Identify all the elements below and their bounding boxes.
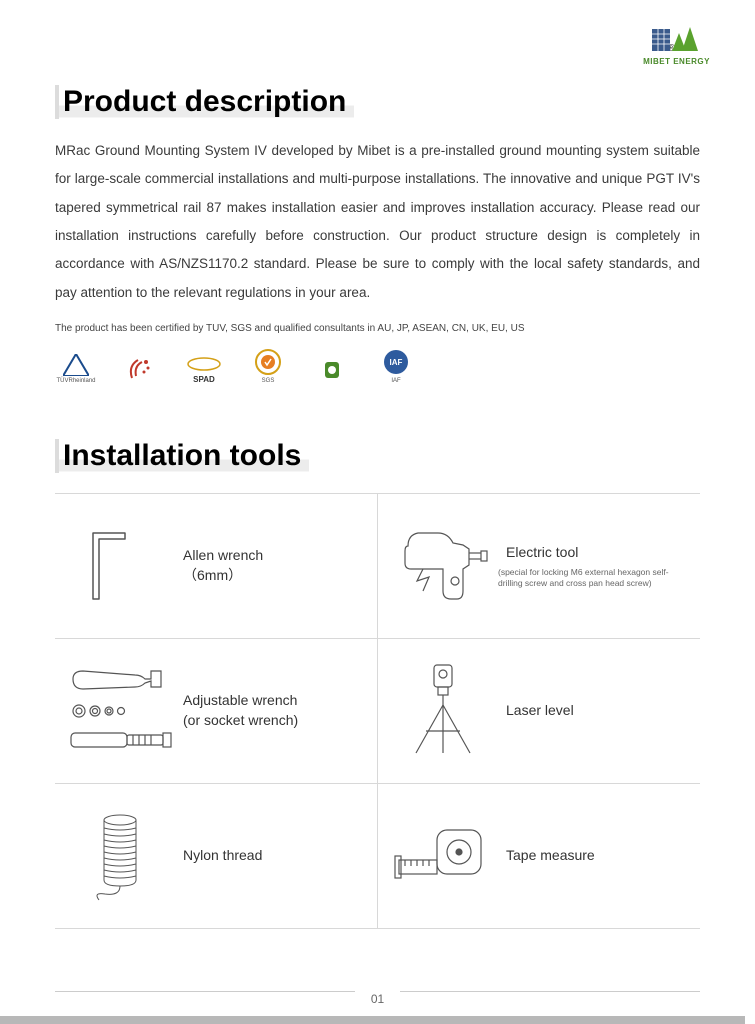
certification-logos-row: TÜVRheinland SPAD SGS IAF IAF (55, 346, 700, 384)
installation-tools-heading: Installation tools (55, 439, 309, 473)
tape-measure-icon (388, 806, 498, 906)
cert-logo-sgs: SGS (247, 346, 289, 384)
tool-label: Nylon thread (175, 846, 262, 866)
table-row: Adjustable wrench (or socket wrench) (55, 639, 700, 784)
table-row: Allen wrench （6mm） Electric tool (55, 494, 700, 639)
tool-cell-tape-measure: Tape measure (378, 784, 700, 928)
cert-logo-iaf: IAF IAF (375, 346, 417, 384)
electric-drill-icon (388, 516, 498, 616)
product-description-body: MRac Ground Mounting System IV developed… (55, 137, 700, 307)
tool-cell-allen-wrench: Allen wrench （6mm） (55, 494, 378, 638)
tool-cell-nylon-thread: Nylon thread (55, 784, 378, 928)
svg-text:IAF: IAF (390, 358, 403, 367)
tools-table: Allen wrench （6mm） Electric tool (55, 493, 700, 929)
tool-label: Allen wrench （6mm） (175, 546, 263, 585)
tool-cell-laser-level: Laser level (378, 639, 700, 783)
footer-bar (0, 1016, 755, 1024)
cert-logo-tuv: TÜVRheinland (55, 346, 97, 384)
tool-sublabel: (special for locking M6 external hexagon… (498, 567, 673, 589)
brand-name: MIBET ENERGY (643, 57, 710, 66)
tool-label: Electric tool (498, 543, 673, 563)
tool-label: Laser level (498, 701, 574, 721)
tool-cell-adjustable-wrench: Adjustable wrench (or socket wrench) (55, 639, 378, 783)
cert-logo-green (311, 346, 353, 384)
tool-label: Tape measure (498, 846, 595, 866)
certification-note: The product has been certified by TUV, S… (55, 323, 700, 334)
cert-logo-spad: SPAD (183, 346, 225, 384)
allen-wrench-icon (65, 516, 175, 616)
nylon-thread-icon (65, 806, 175, 906)
tool-cell-electric-tool: Electric tool (special for locking M6 ex… (378, 494, 700, 638)
laser-level-icon (388, 661, 498, 761)
table-row: Nylon thread Tape measure (55, 784, 700, 929)
brand-logo: ® MIBET ENERGY (643, 25, 710, 66)
logo-mark-icon (652, 25, 702, 55)
cert-logo-star (119, 346, 161, 384)
document-page: ® MIBET ENERGY Product description MRac … (0, 0, 755, 929)
tool-label: Adjustable wrench (or socket wrench) (175, 691, 298, 730)
product-description-heading: Product description (55, 85, 354, 119)
adjustable-wrench-icon (65, 661, 175, 761)
page-number: 01 (0, 992, 755, 1006)
